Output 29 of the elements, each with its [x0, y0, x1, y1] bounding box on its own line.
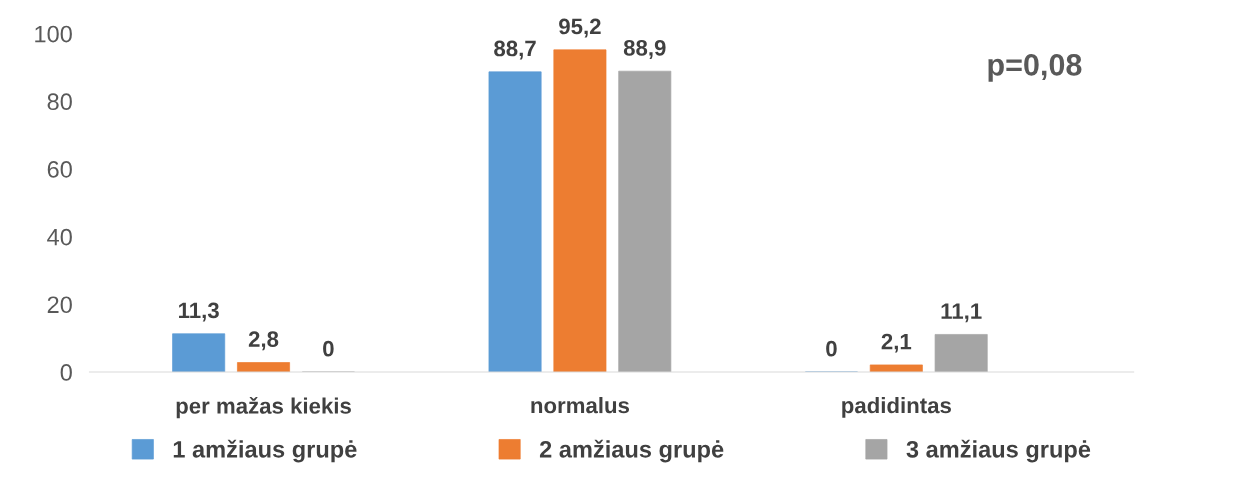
data-label: 88,7	[494, 40, 536, 60]
x-tick-label: padidintas	[842, 397, 951, 418]
y-tick-label: 40	[47, 228, 72, 246]
annotation: p=0,08	[988, 54, 1082, 82]
data-label: 95,2	[559, 18, 601, 38]
x-tick-label: per mažas kiekis	[176, 397, 351, 419]
y-tick-label: 0	[60, 364, 72, 381]
data-label: 0	[323, 340, 334, 357]
legend-label: 3 amžiaus grupė	[906, 439, 1091, 463]
bar	[618, 70, 672, 372]
legend-label: 1 amžiaus grupė	[173, 439, 357, 463]
data-label: 2,8	[248, 331, 279, 351]
data-label: 11,1	[941, 303, 982, 323]
data-label: 2,1	[881, 333, 912, 353]
bar	[869, 364, 923, 372]
bar	[553, 49, 607, 372]
bar	[934, 334, 988, 372]
y-tick-label: 20	[47, 296, 72, 314]
bar	[488, 71, 542, 372]
y-tick-label: 60	[47, 161, 72, 178]
y-tick-label: 100	[35, 25, 72, 43]
data-label: 88,9	[623, 39, 666, 59]
data-label: 11,3	[179, 302, 219, 322]
bar	[237, 362, 290, 372]
x-tick-label: normalus	[531, 397, 630, 414]
bar	[172, 333, 226, 372]
y-tick-label: 80	[47, 93, 72, 111]
data-label: 0	[826, 340, 837, 357]
legend-label: 2 amžiaus grupė	[539, 439, 724, 463]
